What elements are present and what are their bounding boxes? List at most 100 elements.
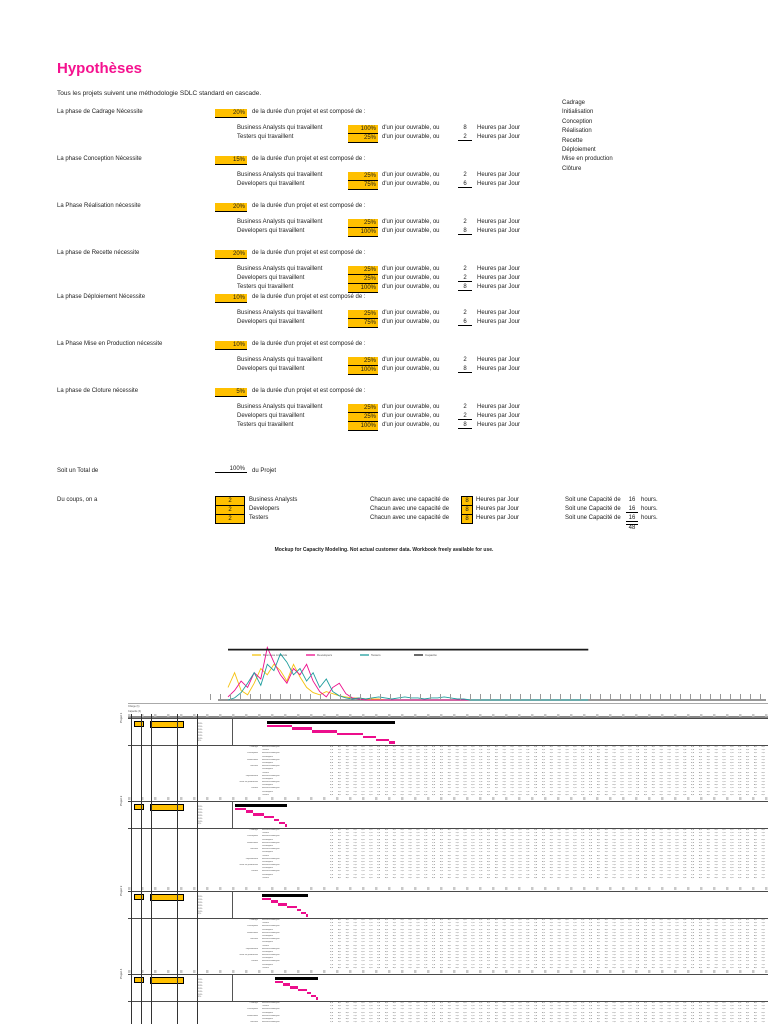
role-hours-unit: Heures par Jour [477, 310, 520, 316]
grid-role-label: Business Analysts [262, 829, 326, 831]
role-hours-per-day: 6 [458, 319, 472, 326]
grid-role-label: Business Analysts [262, 1021, 326, 1023]
resource-hours-unit: Heures par Jour [476, 515, 519, 521]
grid-phase-label: Mise en production [228, 781, 258, 783]
phase-suffix-text: de la durée d'un projet et est composé d… [252, 109, 366, 115]
grid-role-label: Developers [262, 861, 326, 863]
phase-duration-pct: 20% [215, 250, 247, 259]
legend-label: Developers [317, 653, 333, 657]
role-name: Business Analysts qui travaillent [237, 357, 322, 363]
grid-phase-label: Déploiement [228, 775, 258, 777]
grid-role-label: Business Analysts [262, 848, 326, 850]
role-name: Business Analysts qui travaillent [237, 219, 322, 225]
role-hours-unit: Heures par Jour [477, 404, 520, 410]
grid-role-label: Developers [262, 839, 326, 841]
phase-requirement-label: La phase Conception Nécessite [57, 156, 142, 162]
role-name: Developers qui travaillent [237, 413, 304, 419]
grid-role-label: Business Analysts [262, 765, 326, 767]
highlight-cell [134, 804, 144, 810]
phase-list-item: Clôture [562, 165, 613, 174]
highlight-cell [134, 894, 144, 900]
resource-hours-unit: Heures par Jour [476, 497, 519, 503]
total-suffix: du Projet [252, 468, 276, 474]
total-label: Soit un Total de [57, 468, 98, 474]
grid-phase-label: Réalisation [228, 759, 258, 761]
role-hours-per-day: 2 [458, 404, 472, 410]
project-duration-bar [267, 721, 395, 725]
phase-suffix-text: de la durée d'un projet et est composé d… [252, 156, 366, 162]
timeline-divider [232, 975, 233, 1001]
grid-phase-label: Réalisation [228, 842, 258, 844]
phase-duration-pct: 15% [215, 156, 247, 165]
spreadsheet-column-line [177, 714, 178, 1024]
role-hours-unit: Heures par Jour [477, 422, 520, 428]
grid-values: 2,0 2,0 2,0 2,0 2,0 2,0 2,0 2,0 2,0 2,0 … [330, 1008, 766, 1010]
role-name: Developers qui travaillent [237, 181, 304, 187]
phase-gantt-bar [376, 739, 389, 742]
grid-values: 2,0 2,0 2,0 2,0 2,0 2,0 2,0 2,0 2,0 2,0 … [330, 925, 766, 927]
grid-role-label: Developers [262, 845, 326, 847]
gantt-project-block: Projet 220% 15% 20% 20% 10% 10% 5% [128, 801, 768, 829]
grid-values: 8,0 8,0 8,0 8,0 8,0 8,0 8,0 8,0 8,0 8,0 … [330, 746, 766, 748]
resource-total-capacity-text: Soit une Capacité de [565, 506, 621, 512]
role-mid-text: d'un jour ouvrable, ou [382, 181, 440, 187]
grid-phase-label: Mise en production [228, 864, 258, 866]
role-hours-per-day: 2 [458, 172, 472, 178]
grid-phase-label: Cadrage [228, 919, 258, 921]
phase-pct-microcolumn: 20% 15% 20% 20% 10% 10% 5% [198, 896, 202, 916]
gantt-grid-row: Testers8,0 8,0 8,0 8,0 8,0 8,0 8,0 8,0 8… [128, 877, 768, 880]
resource-count: 2 [215, 514, 245, 524]
grid-values: 6,0 6,0 6,0 6,0 6,0 6,0 6,0 6,0 6,0 6,0 … [330, 929, 766, 931]
grid-values: 8,0 8,0 8,0 8,0 8,0 8,0 8,0 8,0 8,0 8,0 … [330, 877, 766, 879]
grid-values: 2,0 2,0 2,0 2,0 2,0 2,0 2,0 2,0 2,0 2,0 … [330, 775, 766, 777]
project-duration-bar [235, 804, 287, 808]
role-hours-per-day: 2 [458, 357, 472, 363]
grid-phase-label: Recette [228, 848, 258, 850]
resource-total-capacity-value: 16 [626, 497, 638, 503]
grid-role-label: Business Analysts [262, 1002, 326, 1004]
grid-role-label: Business Analysts [262, 775, 326, 777]
phase-gantt-bar [246, 810, 254, 813]
spreadsheet-column-line [197, 714, 198, 1024]
grid-phase-label: Déploiement [228, 948, 258, 950]
phase-requirement-label: La phase de Cadrage Nécessite [57, 109, 143, 115]
role-hours-per-day: 8 [458, 125, 472, 131]
role-name: Developers qui travaillent [237, 275, 304, 281]
role-hours-per-day: 2 [458, 219, 472, 225]
role-workday-pct: 25% [348, 357, 378, 366]
resource-total-capacity-text: Soit une Capacité de [565, 497, 621, 503]
role-hours-unit: Heures par Jour [477, 275, 520, 281]
role-hours-per-day: 6 [458, 181, 472, 188]
grid-role-label: Developers [262, 874, 326, 876]
grid-values: 8,0 8,0 8,0 8,0 8,0 8,0 8,0 8,0 8,0 8,0 … [330, 762, 766, 764]
phase-gantt-bar [278, 903, 287, 906]
resource-hours-per-day: 8 [461, 514, 473, 524]
grid-role-label: Business Analysts [262, 858, 326, 860]
grid-phase-label: Conception [228, 1008, 258, 1010]
role-workday-pct: 25% [348, 404, 378, 413]
grid-values: 2,0 2,0 2,0 2,0 2,0 2,0 2,0 2,0 2,0 2,0 … [330, 858, 766, 860]
role-name: Developers qui travaillent [237, 319, 304, 325]
project-duration-bar [275, 977, 318, 981]
project-duration-bar [262, 894, 308, 898]
role-mid-text: d'un jour ouvrable, ou [382, 275, 440, 281]
project-side-label: Projet 1 [119, 713, 123, 723]
role-name: Business Analysts qui travaillent [237, 404, 322, 410]
grid-role-label: Developers [262, 851, 326, 853]
phase-gantt-bar [316, 997, 318, 1000]
phase-list-item: Recette [562, 137, 613, 146]
grid-values: 6,0 6,0 6,0 6,0 6,0 6,0 6,0 6,0 6,0 6,0 … [330, 951, 766, 953]
role-mid-text: d'un jour ouvrable, ou [382, 125, 440, 131]
grid-values: 2,0 2,0 2,0 2,0 2,0 2,0 2,0 2,0 2,0 2,0 … [330, 932, 766, 934]
grid-role-label: Developers [262, 791, 326, 793]
highlight-cell [134, 977, 144, 983]
grid-values: 2,0 2,0 2,0 2,0 2,0 2,0 2,0 2,0 2,0 2,0 … [330, 864, 766, 866]
highlight-cell [150, 894, 184, 901]
grid-role-label: Developers [262, 756, 326, 758]
role-mid-text: d'un jour ouvrable, ou [382, 219, 440, 225]
grid-values: 8,0 8,0 8,0 8,0 8,0 8,0 8,0 8,0 8,0 8,0 … [330, 867, 766, 869]
spreadsheet-column-line [141, 714, 142, 1024]
phase-list-item: Réalisation [562, 127, 613, 136]
total-value: 100% [215, 466, 247, 473]
document-page: Hypothèses Tous les projets suivent une … [0, 0, 768, 1024]
